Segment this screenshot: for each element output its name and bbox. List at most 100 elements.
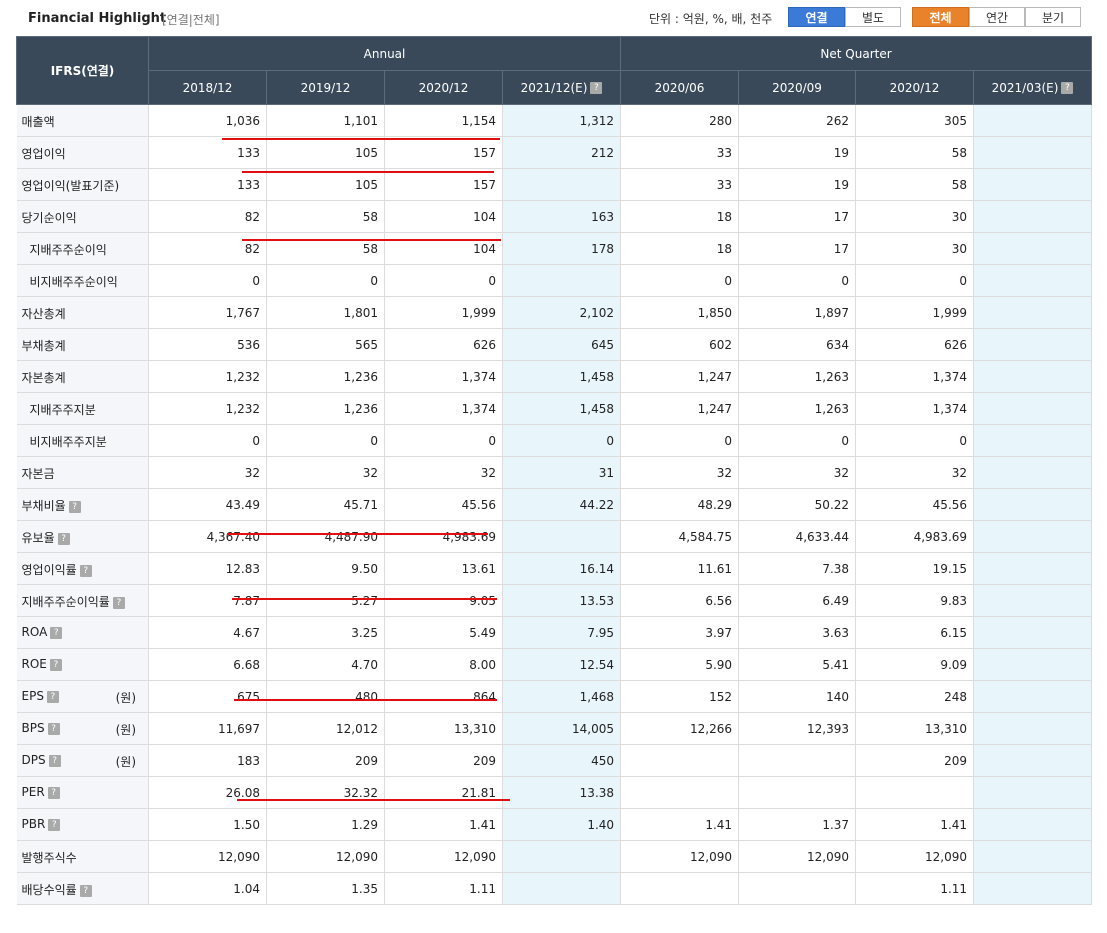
row-label-text: 지배주주지분 [29,403,96,417]
help-icon[interactable]: ? [48,754,61,767]
table-cell: 18 [620,200,740,233]
row-label: 영업이익 [16,136,149,169]
table-cell [620,744,740,777]
table-cell: 1,247 [620,360,740,393]
unit-won: (원) [115,723,136,737]
table-cell: 12.54 [502,648,622,681]
row-label-text: BPS [21,721,45,735]
annual-group-header: Annual [147,36,622,71]
table-cell: 1,374 [855,392,975,425]
table-cell [973,392,1093,425]
table-cell: 32 [855,456,975,489]
help-icon[interactable]: ? [50,626,63,639]
table-cell: 14,005 [502,712,622,745]
help-icon[interactable]: ? [1061,82,1074,94]
table-cell: 19 [738,136,857,169]
column-header: 2019/12 [266,70,385,105]
table-cell: 0 [266,424,385,457]
table-cell: 1,312 [502,104,622,137]
help-icon[interactable]: ? [47,722,60,735]
table-row: 발행주식수 12,090 12,090 12,090 12,090 12,090 12,09… [16,840,1093,873]
table-cell: 634 [738,328,857,361]
row-label-text: DPS [21,753,46,767]
help-icon[interactable]: ? [57,532,70,545]
table-cell [738,872,857,905]
table-cell: 5.27 [266,584,385,617]
table-cell: 209 [855,744,975,777]
table-cell: 178 [502,232,622,265]
help-icon[interactable]: ? [79,564,92,577]
table-cell: 212 [502,136,622,169]
table-cell: 33 [620,168,740,201]
help-icon[interactable]: ? [46,690,59,703]
table-row: 영업이익률? 12.83 9.50 13.61 16.14 11.61 7.38 19.15 [16,552,1093,585]
table-cell: 45.56 [855,488,975,521]
all-period-button[interactable]: 전체 [912,7,969,27]
table-cell: 450 [502,744,622,777]
table-cell: 1.11 [855,872,975,905]
table-cell: 3.97 [620,616,740,649]
help-icon[interactable]: ? [79,884,92,897]
table-cell: 602 [620,328,740,361]
help-icon[interactable]: ? [48,818,61,831]
consolidated-button[interactable]: 연결 [788,7,845,27]
table-cell: 13,310 [384,712,503,745]
table-cell: 0 [384,264,503,297]
table-cell: 5.41 [738,648,857,681]
row-label-text: 비지배주주지분 [29,435,107,449]
column-header: 2020/12 [384,70,503,105]
annual-button[interactable]: 연간 [969,7,1025,27]
table-cell: 30 [855,200,975,233]
row-label-text: ROE [21,657,47,671]
table-cell: 12,090 [384,840,503,873]
table-cell: 43.49 [148,488,267,521]
table-cell: 9.83 [855,584,975,617]
table-cell: 1.50 [148,808,267,841]
table-row: DPS? (원) 183 209 209 450 209 [16,744,1093,777]
table-cell: 2,102 [502,296,622,329]
table-cell: 248 [855,680,975,713]
table-cell [973,552,1093,585]
table-cell: 12,090 [266,840,385,873]
table-cell: 5.49 [384,616,503,649]
table-cell: 1,236 [266,392,385,425]
table-cell: 4.70 [266,648,385,681]
corner-header: IFRS(연결) [16,36,149,105]
quarter-button[interactable]: 분기 [1025,7,1081,27]
help-icon[interactable]: ? [68,500,81,513]
table-cell: 104 [384,200,503,233]
table-cell [973,168,1093,201]
table-cell: 3.25 [266,616,385,649]
table-cell: 1,374 [384,392,503,425]
help-icon[interactable]: ? [49,658,62,671]
table-cell: 675 [148,680,267,713]
table-cell [973,712,1093,745]
table-cell: 32 [384,456,503,489]
row-label: 배당수익률? [16,872,149,905]
table-row: 자산총계 1,767 1,801 1,999 2,102 1,850 1,897 1,999 [16,296,1093,329]
separate-button[interactable]: 별도 [845,7,901,27]
table-cell: 1.11 [384,872,503,905]
table-row: 부채비율? 43.49 45.71 45.56 44.22 48.29 50.22 45.56 [16,488,1093,521]
table-cell [973,456,1093,489]
table-cell: 33 [620,136,740,169]
row-label-text: PBR [21,817,46,831]
table-cell: 9.05 [384,584,503,617]
help-icon[interactable]: ? [590,82,603,94]
table-cell: 280 [620,104,740,137]
table-cell: 1.37 [738,808,857,841]
table-cell: 12.83 [148,552,267,585]
row-label-text: 영업이익(발표기준) [21,179,120,193]
table-cell: 7.95 [502,616,622,649]
help-icon[interactable]: ? [112,596,125,609]
table-cell [973,648,1093,681]
table-row: PER? 26.08 32.32 21.81 13.38 [16,776,1093,809]
table-row: 비지배주주지분 0 0 0 0 0 0 0 [16,424,1093,457]
row-label-text: 자본총계 [21,371,66,385]
table-cell: 1.41 [384,808,503,841]
help-icon[interactable]: ? [47,786,60,799]
row-label: 자산총계 [16,296,149,329]
column-header: 2020/09 [738,70,857,105]
row-label-text: 영업이익 [21,147,66,161]
table-cell: 12,266 [620,712,740,745]
